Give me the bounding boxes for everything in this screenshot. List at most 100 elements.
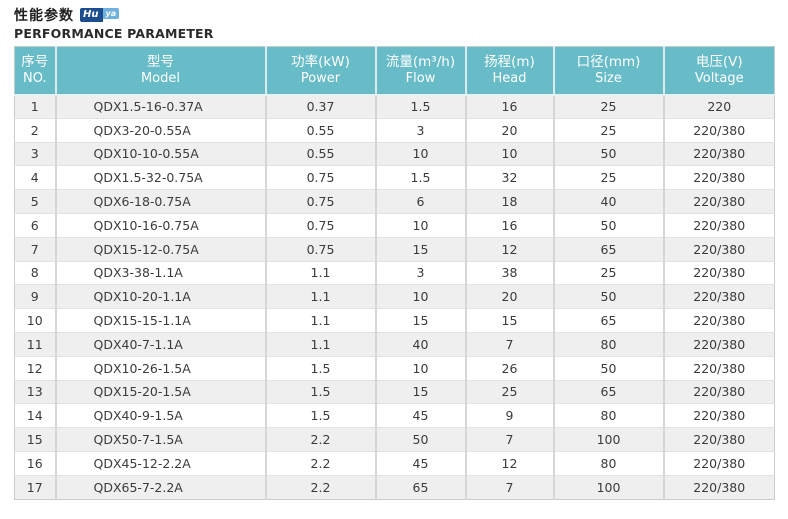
table-row: 9 QDX10-20-1.1A 1.1 10 20 50 220/380 <box>14 284 775 309</box>
cell-model: QDX3-38-1.1A <box>55 260 267 285</box>
cell-no: 4 <box>14 165 57 190</box>
table-row: 10 QDX15-15-1.1A 1.1 15 15 65 220/380 <box>14 308 775 333</box>
cell-power: 0.55 <box>265 141 377 166</box>
cell-size: 100 <box>553 427 665 452</box>
table-row: 3 QDX10-10-0.55A 0.55 10 10 50 220/380 <box>14 141 775 166</box>
page-subtitle-en: PERFORMANCE PARAMETER <box>14 26 214 41</box>
table-row: 2 QDX3-20-0.55A 0.55 3 20 25 220/380 <box>14 117 775 143</box>
column-header-zh: 流量(m³/h) <box>385 53 456 70</box>
cell-size: 100 <box>553 474 665 500</box>
cell-head: 12 <box>465 450 555 476</box>
table-row: 8 QDX3-38-1.1A 1.1 3 38 25 220/380 <box>14 260 775 285</box>
column-header-size: 口径(mm) Size <box>553 46 665 96</box>
cell-power: 1.5 <box>265 355 377 381</box>
cell-power: 0.55 <box>265 117 377 143</box>
cell-head: 20 <box>465 284 555 309</box>
cell-power: 1.1 <box>265 308 377 333</box>
cell-voltage: 220/380 <box>663 284 775 309</box>
cell-flow: 50 <box>375 427 467 452</box>
brand-logo-hu: Hu <box>80 8 103 22</box>
cell-head: 38 <box>465 260 555 285</box>
cell-power: 0.75 <box>265 236 377 262</box>
cell-voltage: 220/380 <box>663 212 775 238</box>
cell-no: 6 <box>14 212 57 238</box>
cell-no: 17 <box>14 474 57 500</box>
column-header-zh: 扬程(m) <box>484 53 535 70</box>
column-header-en: NO. <box>22 70 47 86</box>
cell-flow: 6 <box>375 189 467 214</box>
cell-voltage: 220/380 <box>663 117 775 143</box>
cell-head: 18 <box>465 189 555 214</box>
cell-flow: 1.5 <box>375 94 467 119</box>
cell-head: 10 <box>465 141 555 166</box>
column-header-en: Model <box>140 70 181 86</box>
cell-flow: 10 <box>375 212 467 238</box>
cell-no: 7 <box>14 236 57 262</box>
cell-voltage: 220/380 <box>663 236 775 262</box>
page-title-zh: 性能参数 <box>14 8 74 24</box>
cell-flow: 45 <box>375 450 467 476</box>
cell-head: 32 <box>465 165 555 190</box>
cell-flow: 3 <box>375 260 467 285</box>
cell-model: QDX1.5-16-0.37A <box>55 94 267 119</box>
cell-power: 2.2 <box>265 474 377 500</box>
cell-model: QDX3-20-0.55A <box>55 117 267 143</box>
column-header-zh: 口径(mm) <box>576 53 641 70</box>
cell-no: 8 <box>14 260 57 285</box>
column-header-zh: 功率(kW) <box>291 53 350 70</box>
cell-size: 40 <box>553 189 665 214</box>
cell-head: 20 <box>465 117 555 143</box>
cell-no: 14 <box>14 403 57 428</box>
cell-size: 50 <box>553 141 665 166</box>
cell-voltage: 220/380 <box>663 427 775 452</box>
cell-voltage: 220/380 <box>663 331 775 357</box>
table-row: 14 QDX40-9-1.5A 1.5 45 9 80 220/380 <box>14 403 775 428</box>
cell-model: QDX50-7-1.5A <box>55 427 267 452</box>
cell-no: 3 <box>14 141 57 166</box>
column-header-en: Size <box>595 70 622 86</box>
cell-size: 50 <box>553 284 665 309</box>
cell-no: 13 <box>14 379 57 404</box>
cell-power: 2.2 <box>265 450 377 476</box>
cell-model: QDX6-18-0.75A <box>55 189 267 214</box>
cell-model: QDX40-7-1.1A <box>55 331 267 357</box>
cell-head: 12 <box>465 236 555 262</box>
header-row: 序号 NO. 型号 Model 功率(kW) Power 流量(m³/h) Flow 扬程(m)… <box>14 46 775 96</box>
cell-head: 9 <box>465 403 555 428</box>
cell-flow: 15 <box>375 379 467 404</box>
cell-size: 65 <box>553 236 665 262</box>
cell-no: 5 <box>14 189 57 214</box>
cell-flow: 65 <box>375 474 467 500</box>
cell-power: 0.75 <box>265 212 377 238</box>
cell-voltage: 220/380 <box>663 308 775 333</box>
cell-power: 1.1 <box>265 260 377 285</box>
cell-no: 15 <box>14 427 57 452</box>
cell-flow: 15 <box>375 236 467 262</box>
cell-model: QDX15-12-0.75A <box>55 236 267 262</box>
cell-model: QDX10-20-1.1A <box>55 284 267 309</box>
cell-voltage: 220/380 <box>663 260 775 285</box>
cell-model: QDX45-12-2.2A <box>55 450 267 476</box>
cell-flow: 10 <box>375 141 467 166</box>
cell-size: 50 <box>553 212 665 238</box>
cell-head: 16 <box>465 94 555 119</box>
column-header-model: 型号 Model <box>55 46 267 96</box>
cell-power: 0.75 <box>265 189 377 214</box>
column-header-zh: 电压(V) <box>695 53 743 70</box>
cell-flow: 45 <box>375 403 467 428</box>
cell-size: 25 <box>553 260 665 285</box>
column-header-voltage: 电压(V) Voltage <box>663 46 775 96</box>
cell-no: 2 <box>14 117 57 143</box>
table-row: 5 QDX6-18-0.75A 0.75 6 18 40 220/380 <box>14 189 775 214</box>
cell-model: QDX15-20-1.5A <box>55 379 267 404</box>
cell-model: QDX15-15-1.1A <box>55 308 267 333</box>
column-header-en: Voltage <box>694 70 744 86</box>
cell-voltage: 220/380 <box>663 141 775 166</box>
cell-head: 15 <box>465 308 555 333</box>
cell-head: 26 <box>465 355 555 381</box>
performance-parameter-table: 序号 NO. 型号 Model 功率(kW) Power 流量(m³/h) Flow 扬程(m)… <box>14 46 775 500</box>
cell-size: 25 <box>553 117 665 143</box>
cell-model: QDX10-10-0.55A <box>55 141 267 166</box>
cell-flow: 10 <box>375 355 467 381</box>
cell-model: QDX40-9-1.5A <box>55 403 267 428</box>
